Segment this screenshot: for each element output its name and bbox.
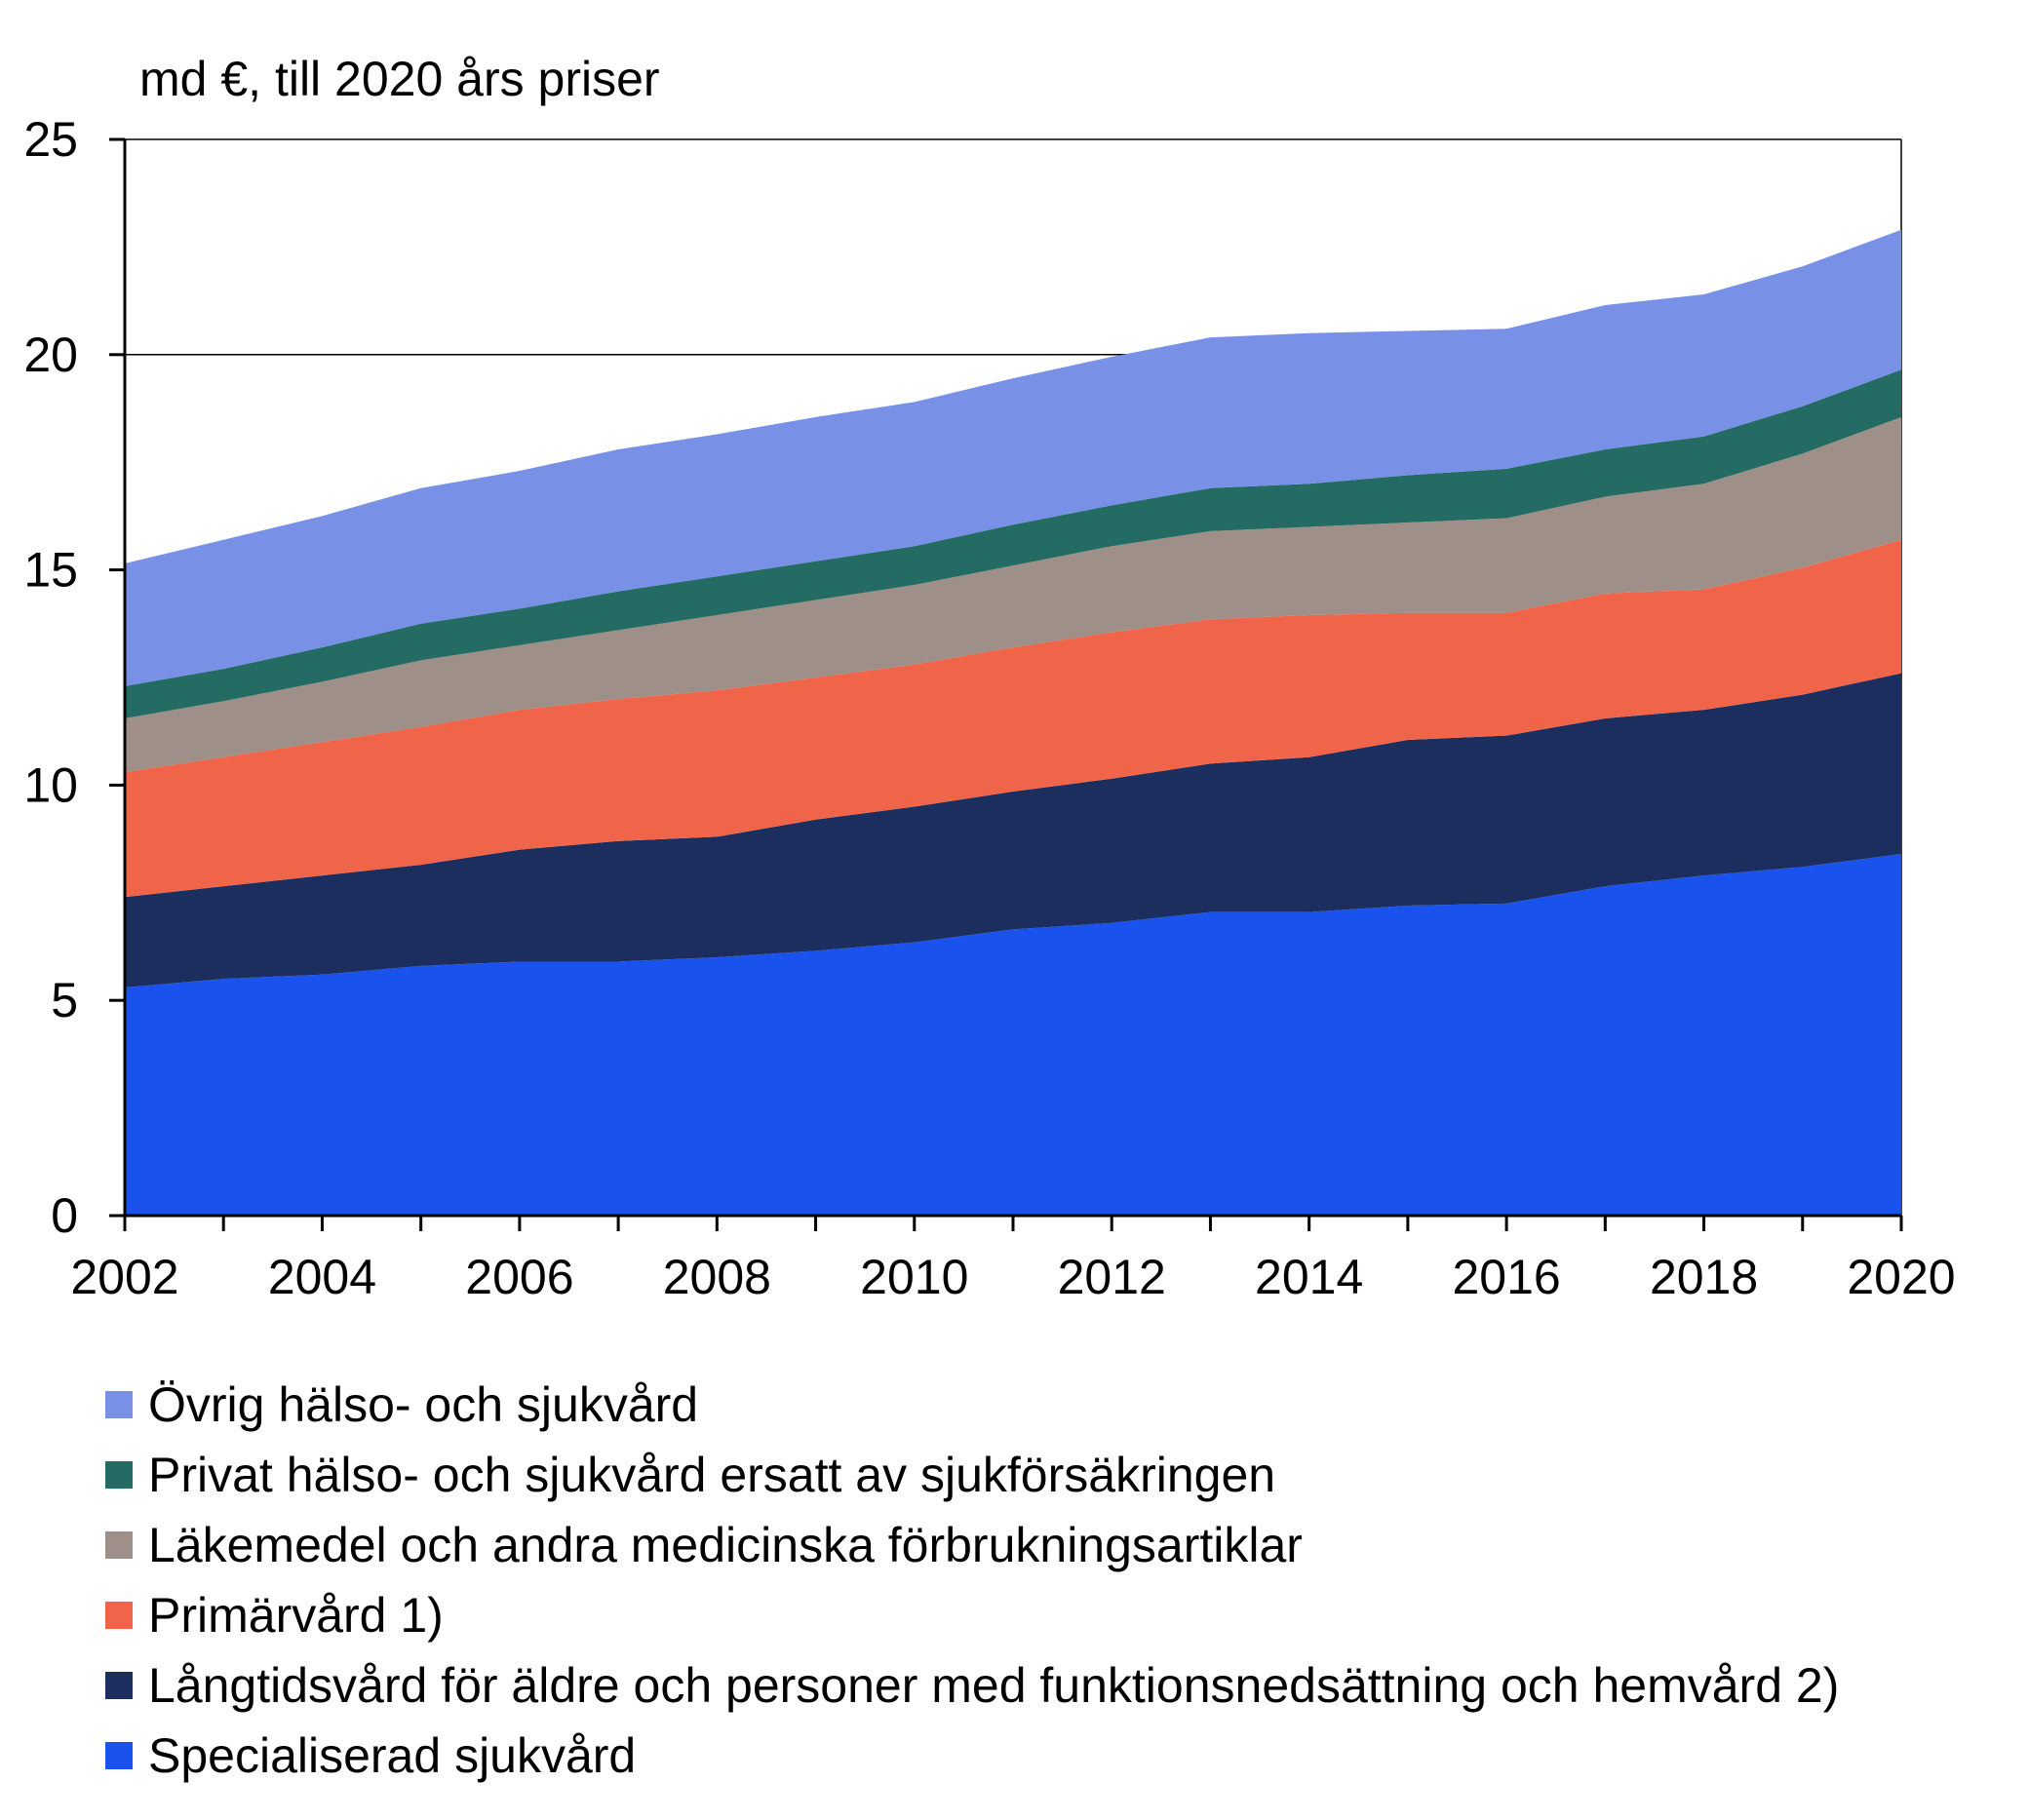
x-tick-label: 2016 xyxy=(1452,1250,1560,1304)
legend-label: Övrig hälso- och sjukvård xyxy=(148,1377,699,1432)
x-tick-label: 2012 xyxy=(1058,1250,1166,1304)
x-tick-label: 2020 xyxy=(1847,1250,1955,1304)
area-series-5 xyxy=(125,369,1901,718)
legend-swatch xyxy=(105,1391,133,1418)
x-tick-label: 2002 xyxy=(70,1250,178,1304)
x-tick-label: 2014 xyxy=(1255,1250,1363,1304)
legend-item-1: Specialiserad sjukvård xyxy=(105,1721,1839,1791)
x-tick-label: 2010 xyxy=(860,1250,968,1304)
legend-item-3: Primärvård 1) xyxy=(105,1580,1839,1650)
legend-label: Privat hälso- och sjukvård ersatt av sju… xyxy=(148,1448,1276,1502)
x-tick-label: 2018 xyxy=(1650,1250,1758,1304)
area-series-6 xyxy=(125,229,1901,686)
y-tick-labels: 0 5 10 15 20 25 xyxy=(23,112,78,1243)
axes xyxy=(109,137,1903,1231)
area-series-2 xyxy=(125,673,1901,987)
x-tick-label: 2008 xyxy=(663,1250,771,1304)
x-tick-label: 2004 xyxy=(268,1250,376,1304)
y-tick-label: 0 xyxy=(51,1188,78,1243)
y-tick-label: 15 xyxy=(23,543,78,598)
area-series-1 xyxy=(125,854,1901,1216)
y-tick-label: 20 xyxy=(23,328,78,382)
legend: Övrig hälso- och sjukvård Privat hälso- o… xyxy=(105,1370,1839,1791)
legend-item-6: Övrig hälso- och sjukvård xyxy=(105,1370,1839,1440)
legend-label: Primärvård 1) xyxy=(148,1588,444,1643)
legend-label: Långtidsvård för äldre och personer med … xyxy=(148,1658,1840,1713)
legend-label: Läkemedel och andra medicinska förbrukni… xyxy=(148,1518,1303,1572)
y-unit-label: md €, till 2020 års priser xyxy=(139,52,660,106)
area-series-group xyxy=(125,229,1901,1216)
x-tick-label: 2006 xyxy=(465,1250,573,1304)
legend-swatch xyxy=(105,1672,133,1699)
x-tick-labels: 2002 2004 2006 2008 2010 2012 2014 2016 2018 2020 xyxy=(70,1250,1955,1304)
legend-item-5: Privat hälso- och sjukvård ersatt av sju… xyxy=(105,1440,1839,1510)
legend-label: Specialiserad sjukvård xyxy=(148,1728,637,1783)
legend-swatch xyxy=(105,1742,133,1769)
legend-swatch xyxy=(105,1531,133,1559)
y-tick-label: 10 xyxy=(23,757,78,812)
area-series-4 xyxy=(125,416,1901,773)
legend-item-2: Långtidsvård för äldre och personer med … xyxy=(105,1650,1839,1721)
legend-swatch xyxy=(105,1461,133,1489)
legend-swatch xyxy=(105,1602,133,1629)
area-series-3 xyxy=(125,539,1901,898)
y-tick-label: 25 xyxy=(23,112,78,167)
y-tick-label: 5 xyxy=(51,973,78,1027)
legend-item-4: Läkemedel och andra medicinska förbrukni… xyxy=(105,1510,1839,1580)
